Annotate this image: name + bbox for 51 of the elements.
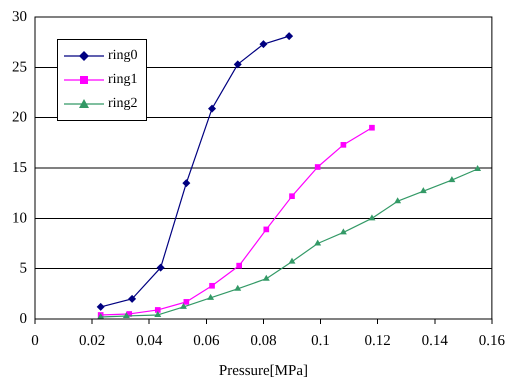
y-tick-label: 20 <box>12 110 27 126</box>
x-tick-label: 0.04 <box>136 332 163 349</box>
point <box>369 124 375 131</box>
y-tick-label: 25 <box>12 59 27 76</box>
point <box>182 179 190 188</box>
legend-label: ring1 <box>108 71 138 89</box>
point <box>340 142 346 148</box>
x-tick-label: 0 <box>31 332 39 349</box>
y-tick-label: 5 <box>20 260 27 277</box>
point <box>314 240 322 246</box>
x-axis-title: Pressure[MPa] <box>218 362 308 379</box>
point <box>285 32 294 40</box>
x-tick-label: 0.02 <box>78 332 106 349</box>
point <box>259 40 268 48</box>
point <box>208 104 216 113</box>
point <box>234 284 242 291</box>
point <box>156 264 165 272</box>
x-tick-label: 0.08 <box>250 332 277 349</box>
point <box>122 312 130 318</box>
point <box>96 302 105 311</box>
point <box>368 214 376 220</box>
y-tick-label: 15 <box>12 160 27 176</box>
point <box>207 294 214 300</box>
point <box>154 307 161 313</box>
point <box>209 282 215 289</box>
legend-label: ring0 <box>108 47 138 65</box>
y-tick-label: 0 <box>20 310 27 327</box>
point <box>340 228 347 234</box>
point <box>289 193 295 200</box>
point <box>314 164 321 170</box>
point <box>154 310 162 317</box>
x-tick-label: 0.12 <box>364 332 391 349</box>
point <box>128 294 136 303</box>
x-tick-label: 0.1 <box>311 332 330 349</box>
x-tick-label: 0.14 <box>422 332 448 349</box>
y-tick-label: 30 <box>12 8 27 25</box>
point <box>180 302 187 309</box>
point <box>263 226 270 232</box>
point <box>288 258 296 264</box>
point <box>262 274 270 281</box>
y-tick-label: 10 <box>12 210 27 226</box>
point <box>236 262 242 268</box>
point <box>420 187 427 194</box>
point <box>474 165 482 172</box>
point <box>448 176 456 182</box>
point <box>234 60 242 68</box>
point <box>184 299 190 305</box>
legend-label: ring2 <box>108 95 138 113</box>
point <box>394 197 402 204</box>
x-tick-label: 0.16 <box>478 332 506 349</box>
x-tick-label: 0.06 <box>193 332 220 349</box>
